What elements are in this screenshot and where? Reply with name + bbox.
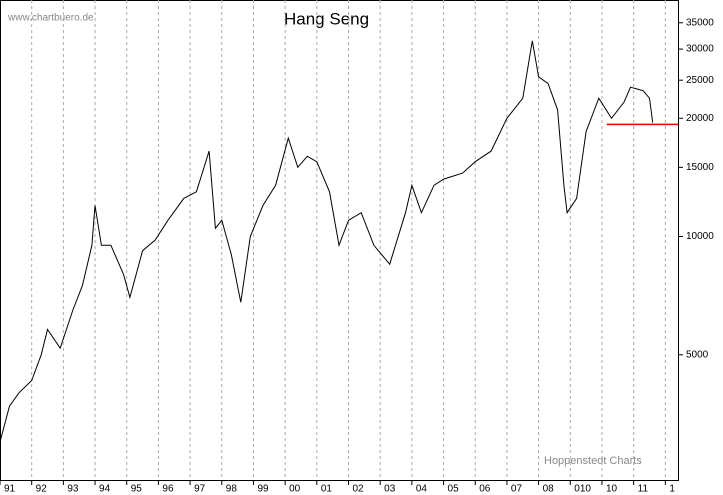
x-tick-label: 96	[162, 484, 174, 495]
y-tick-label: 5000	[686, 349, 709, 360]
x-tick-label: 04	[416, 484, 428, 495]
chart-title: Hang Seng	[284, 9, 369, 28]
x-tick-label: 07	[511, 484, 523, 495]
x-tick-label: 03	[384, 484, 396, 495]
x-tick-label: 05	[448, 484, 460, 495]
x-tick-label: 92	[36, 484, 48, 495]
x-tick-label: 01	[321, 484, 333, 495]
x-tick-label: 97	[194, 484, 206, 495]
x-tick-label: 99	[257, 484, 269, 495]
x-tick-label: 08	[543, 484, 555, 495]
x-tick-label: 93	[67, 484, 79, 495]
source: www.chartbuero.de	[7, 13, 94, 24]
price-line	[0, 40, 654, 443]
x-tick-label: 00	[289, 484, 301, 495]
x-tick-label: 10	[606, 484, 618, 495]
x-tick-label: 94	[99, 484, 111, 495]
x-tick-label: 1	[669, 484, 675, 495]
x-tick-label: 98	[226, 484, 238, 495]
x-tick-label: 91	[4, 484, 16, 495]
y-tick-label: 35000	[686, 17, 714, 28]
plot-frame	[0, 0, 679, 481]
x-tick-label: 06	[479, 484, 491, 495]
y-tick-label: 25000	[686, 75, 714, 86]
y-tick-label: 15000	[686, 162, 714, 173]
y-tick-label: 10000	[686, 231, 714, 242]
x-tick-label: 11	[638, 484, 649, 495]
y-tick-label: 20000	[686, 113, 714, 124]
y-tick-label: 30000	[686, 44, 714, 55]
x-tick-label: 010	[574, 484, 591, 495]
x-tick-label: 95	[131, 484, 143, 495]
credit: Hoppenstedt Charts	[544, 455, 642, 467]
x-tick-label: 02	[353, 484, 365, 495]
